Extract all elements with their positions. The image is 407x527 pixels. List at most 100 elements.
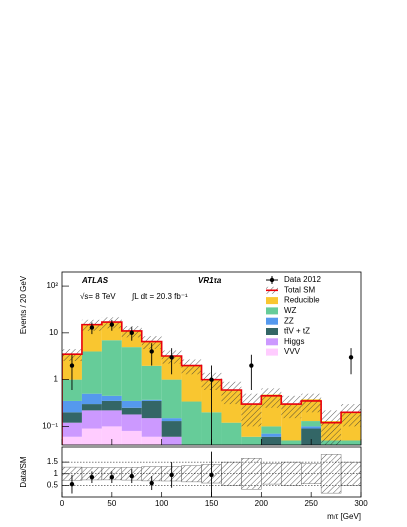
stack-segment [121,414,142,431]
stack-segment [301,426,322,429]
total-sm-line [62,321,361,445]
stack-segment [161,436,182,445]
y-tick-label: 10² [46,281,58,290]
ratio-point [169,472,174,478]
stack-segment [202,445,222,451]
data-point [109,322,115,327]
y-tick-label: 10 [49,328,58,337]
main-plot [62,317,361,459]
stack-segment [141,418,162,437]
stack-segment [182,445,202,451]
stack-segment [141,399,162,401]
stack-segment [241,436,262,445]
stack-segment [101,410,122,427]
stack-segment [62,412,82,423]
stack-segment [241,445,261,451]
x-tick-label: 0 [60,499,65,508]
legend-label: ZZ [284,316,294,325]
legend-swatch [266,297,278,305]
stack-segment [321,445,341,451]
stack-segment [281,440,302,445]
uncertainty-band [301,393,322,413]
stack-segment [161,418,182,422]
stack-segment [81,410,102,429]
stack-segment [341,445,361,451]
stack-segment [301,428,322,445]
legend-label: tt̄V + tZ [284,327,310,336]
stack-segment [101,400,122,411]
stack-segment [121,430,142,445]
uncertainty-band [321,410,342,445]
x-tick-label: 300 [354,499,368,508]
stack-segment [161,421,182,437]
stack-segment [341,440,361,445]
stack-segment [161,379,182,419]
stack-segment [141,436,162,445]
legend-label: Data 2012 [284,275,321,284]
ratio-point [129,473,134,479]
stack-segment [81,393,102,405]
legend-label: Reducible [284,296,320,305]
legend-swatch [266,348,278,356]
stack-segment [141,400,162,419]
y-tick-label: 1 [54,375,59,384]
legend-label: VVV [284,347,301,356]
ratio-frame [61,446,362,498]
ratio-y-tick-label: 1 [54,469,59,478]
legend-data-marker [269,277,275,283]
stack-segment [281,445,301,451]
uncertainty-band [341,404,361,427]
ratio-point [89,475,95,480]
stack-segment [62,400,82,413]
ratio-point [149,480,154,486]
stack-segment [181,365,202,402]
x-tick-label: 50 [107,499,116,508]
stack-segment [101,340,122,396]
stack-segment [81,351,102,394]
legend-label: WZ [284,306,297,315]
stack-segment [81,428,102,445]
ratio-point [69,482,75,487]
data-point [89,325,95,330]
main-frame [61,271,362,446]
legend-swatch [266,317,278,325]
x-tick-label: 200 [255,499,269,508]
uncertainty-band [141,336,162,350]
data-point [209,377,214,382]
data-point [129,330,134,336]
ratio-plot [62,451,361,497]
stack-segment [221,451,241,459]
stack-segment [261,436,282,445]
x-tick-label: 100 [155,499,169,508]
y-axis-title: Events / 20 GeV [19,275,28,334]
uncertainty-band [281,395,302,419]
data-point [249,363,254,368]
stack-segment [62,379,82,401]
stack-segment [81,404,102,411]
stack-segment [81,324,102,352]
experiment: ATLAS [81,276,109,285]
legend-swatch [266,307,278,315]
legend-label: Higgs [284,337,304,346]
stack-segment [341,451,361,459]
stack-segment [241,451,261,459]
stack-segment [62,422,82,437]
stack-segment [121,347,142,401]
x-tick-label: 150 [205,499,219,508]
uncertainty-band [261,388,282,408]
stack-segment [101,426,122,445]
data-point [348,355,354,360]
stack-segment [121,407,142,415]
ratio-point [209,472,214,478]
data-point [149,349,154,354]
stack-segment [182,451,202,459]
legend-swatch [266,338,278,346]
stack-segment [62,436,82,445]
stack-segment [281,451,301,459]
stack-segment [221,445,241,451]
ratio-y-tick-label: 0.5 [47,480,59,489]
stack-segment [221,422,242,445]
data-point [169,355,174,360]
stack-segment [181,401,202,445]
